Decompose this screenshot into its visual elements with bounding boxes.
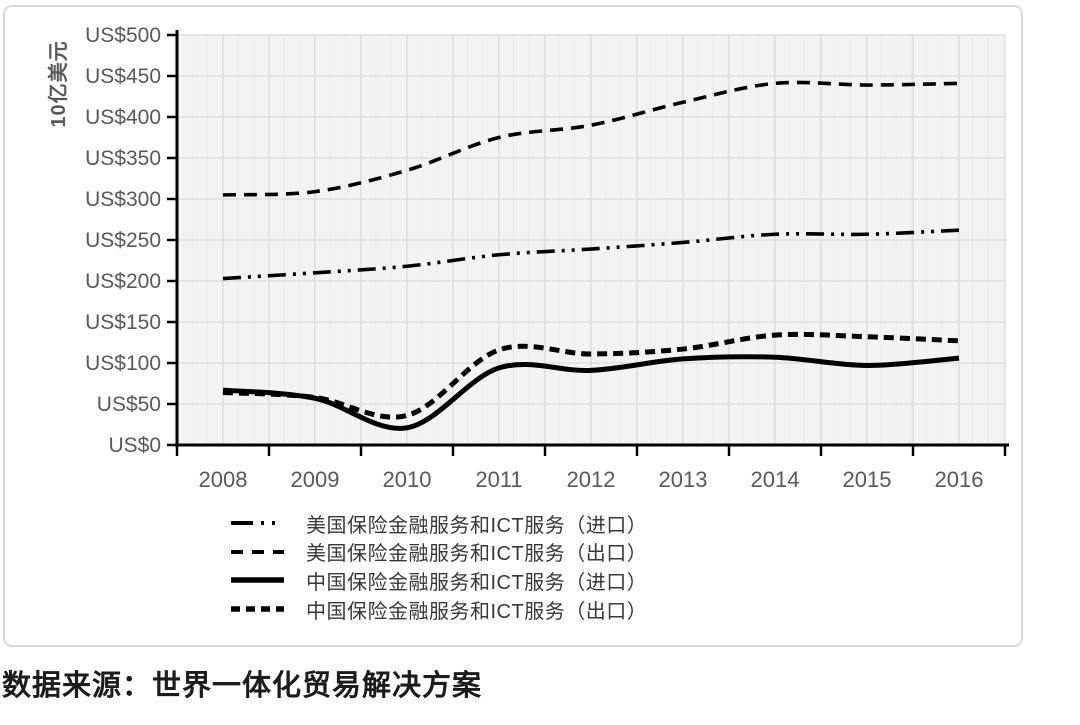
y-tick-label: US$200 bbox=[85, 270, 161, 293]
legend-line-sample bbox=[231, 606, 284, 612]
legend-label: 中国保险金融服务和ICT服务（出口） bbox=[306, 600, 648, 623]
x-tick-label: 2016 bbox=[935, 467, 984, 492]
y-tick-label: US$500 bbox=[85, 24, 161, 47]
legend-label: 中国保险金融服务和ICT服务（进口） bbox=[306, 571, 648, 594]
legend-line-sample bbox=[231, 521, 276, 526]
y-tick-label: US$350 bbox=[85, 147, 161, 170]
x-tick-label: 2010 bbox=[383, 467, 432, 492]
x-tick-label: 2008 bbox=[199, 467, 248, 492]
x-tick-label: 2013 bbox=[659, 467, 708, 492]
line-chart: US$0 US$50 US$100 US$150 US$200 US$250 US$300 U… bbox=[85, 24, 1009, 492]
y-tick-label: US$50 bbox=[97, 393, 161, 416]
legend-item: 美国保险金融服务和ICT服务（进口） bbox=[230, 509, 647, 538]
series-line bbox=[222, 228, 960, 281]
x-tick-label: 2011 bbox=[475, 467, 522, 492]
legend-line-sample bbox=[231, 577, 284, 584]
y-tick-label: US$250 bbox=[85, 229, 161, 252]
x-tick-label: 2014 bbox=[751, 467, 800, 492]
y-tick-label: US$400 bbox=[85, 106, 161, 129]
legend-item: 中国保险金融服务和ICT服务（进口） bbox=[230, 566, 647, 595]
series-line bbox=[222, 80, 960, 197]
y-tick-label: US$150 bbox=[85, 311, 161, 334]
x-tick-label: 2015 bbox=[843, 467, 892, 492]
y-tick-label: US$0 bbox=[108, 434, 161, 457]
legend: 美国保险金融服务和ICT服务（进口） 美国保险金融服务和ICT服务（出口） 中国保险… bbox=[230, 509, 647, 623]
legend-label: 美国保险金融服务和ICT服务（进口） bbox=[306, 514, 648, 537]
legend-item: 美国保险金融服务和ICT服务（出口） bbox=[230, 538, 647, 567]
series-line bbox=[222, 354, 960, 431]
series-line bbox=[222, 331, 960, 420]
x-tick-label: 2009 bbox=[291, 467, 340, 492]
x-tick-label: 2012 bbox=[567, 467, 616, 492]
legend-label: 美国保险金融服务和ICT服务（出口） bbox=[306, 543, 648, 566]
source-note: 数据来源：世界一体化贸易解决方案 bbox=[2, 670, 483, 702]
y-tick-label: US$450 bbox=[85, 65, 161, 88]
y-tick-label: US$100 bbox=[85, 352, 161, 375]
legend-item: 中国保险金融服务和ICT服务（出口） bbox=[230, 595, 647, 624]
y-tick-label: US$300 bbox=[85, 188, 161, 211]
legend-line-sample bbox=[231, 549, 284, 554]
chart-frame: 10亿美元 US$0 US$50 US$100 US$150 US$200 US$250 U… bbox=[3, 5, 1023, 647]
